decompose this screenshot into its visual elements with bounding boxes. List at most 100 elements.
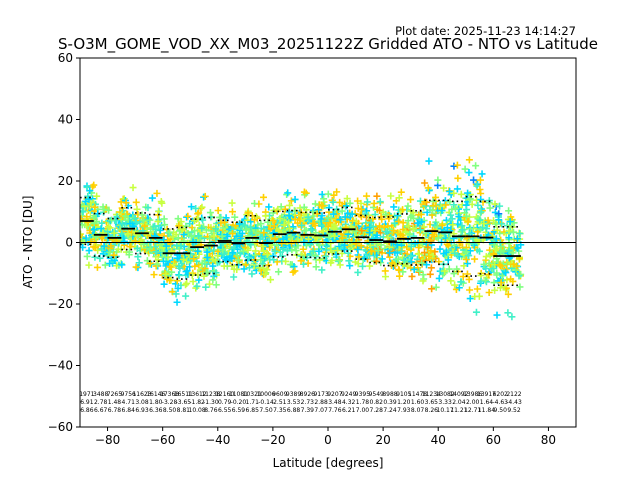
scatter-point bbox=[183, 213, 191, 221]
bin-stat-label: 1.48 bbox=[108, 399, 122, 406]
scatter-point bbox=[371, 226, 379, 234]
scatter-point bbox=[377, 259, 385, 267]
y-tick-label: 20 bbox=[58, 174, 73, 188]
bin-stat-label: 6.55 bbox=[218, 407, 232, 414]
scatter-point bbox=[180, 231, 188, 239]
scatter-point bbox=[209, 276, 217, 284]
bin-stat-label: 12.71 bbox=[464, 407, 481, 414]
scatter-point bbox=[198, 224, 206, 232]
scatter-point bbox=[421, 198, 429, 206]
scatter-point bbox=[466, 295, 474, 303]
scatter-point bbox=[366, 241, 374, 249]
scatter-point bbox=[176, 264, 184, 272]
scatter-point bbox=[388, 259, 396, 267]
scatter-point bbox=[279, 245, 287, 253]
scatter-point bbox=[463, 206, 471, 214]
scatter-point bbox=[507, 275, 515, 283]
scatter-point bbox=[463, 212, 471, 220]
scatter-point bbox=[466, 195, 474, 203]
scatter-point bbox=[495, 261, 503, 269]
scatter-point bbox=[217, 219, 225, 227]
scatter-point bbox=[409, 225, 417, 233]
scatter-point bbox=[465, 169, 473, 177]
scatter-point bbox=[287, 197, 295, 205]
scatter-point bbox=[361, 210, 369, 218]
scatter-point bbox=[436, 245, 444, 253]
bin-stat-label: 7.35 bbox=[273, 407, 287, 414]
scatter-point bbox=[514, 235, 522, 243]
scatter-point bbox=[508, 313, 516, 321]
scatter-point bbox=[165, 228, 173, 236]
scatter-point bbox=[212, 269, 220, 277]
bin-stat-label: 6.78 bbox=[108, 407, 122, 414]
scatter-point bbox=[462, 255, 470, 263]
scatter-point bbox=[319, 202, 327, 210]
bin-stat-label: 0.39 bbox=[383, 399, 397, 406]
scatter-point bbox=[242, 226, 250, 234]
scatter-point bbox=[154, 217, 162, 225]
bin-stat-label: 7.00 bbox=[356, 407, 370, 414]
y-tick-label: 40 bbox=[58, 113, 73, 127]
scatter-point bbox=[407, 196, 415, 204]
bin-stat-label: 9395 bbox=[355, 391, 370, 398]
scatter-point bbox=[267, 276, 275, 284]
bin-stat-label: 9.50 bbox=[494, 407, 508, 414]
bin-stat-label: 9105 bbox=[396, 391, 411, 398]
bin-stat-label: 1.60 bbox=[411, 399, 425, 406]
scatter-point bbox=[458, 226, 466, 234]
scatter-point bbox=[486, 204, 494, 212]
scatter-point bbox=[466, 247, 474, 255]
scatter-point bbox=[191, 227, 199, 235]
scatter-point bbox=[442, 216, 450, 224]
scatter-point bbox=[397, 188, 405, 196]
scatter-point bbox=[476, 176, 484, 184]
bin-stat-label: 8926 bbox=[300, 391, 315, 398]
bin-stat-label: 8988 bbox=[382, 391, 397, 398]
scatter-point bbox=[220, 262, 228, 270]
scatter-point bbox=[282, 257, 290, 265]
scatter-point bbox=[285, 212, 293, 220]
scatter-point bbox=[319, 227, 327, 235]
scatter-point bbox=[341, 213, 349, 221]
scatter-point bbox=[432, 193, 440, 201]
scatter-point bbox=[173, 298, 181, 306]
x-tick-label: 60 bbox=[486, 433, 501, 447]
scatter-point bbox=[132, 218, 140, 226]
scatter-point bbox=[93, 192, 101, 200]
x-axis: −80 −60 −40 −20 0 20 40 60 80 bbox=[95, 427, 556, 447]
scatter-point bbox=[480, 220, 488, 228]
scatter-point bbox=[505, 207, 513, 215]
scatter-point bbox=[231, 213, 239, 221]
scatter-point bbox=[245, 264, 253, 272]
scatter-point bbox=[357, 213, 365, 221]
scatter-point bbox=[297, 257, 305, 265]
scatter-point bbox=[228, 208, 236, 216]
y-tick-label: −60 bbox=[48, 420, 73, 434]
scatter-point bbox=[470, 176, 478, 184]
scatter-point bbox=[468, 200, 476, 208]
scatter-point bbox=[203, 248, 211, 256]
scatter-point bbox=[427, 264, 435, 272]
scatter-point bbox=[442, 201, 450, 209]
scatter-point bbox=[363, 198, 371, 206]
scatter-point bbox=[292, 247, 300, 255]
scatter-point bbox=[183, 229, 191, 237]
scatter-point bbox=[187, 232, 195, 240]
scatter-point bbox=[460, 262, 468, 270]
scatter-point bbox=[457, 278, 465, 286]
scatter-point bbox=[313, 210, 321, 218]
scatter-point bbox=[110, 229, 118, 237]
scatter-point bbox=[326, 219, 334, 227]
scatter-point bbox=[395, 266, 403, 274]
scatter-point bbox=[399, 233, 407, 241]
scatter-point bbox=[101, 261, 109, 269]
scatter-point bbox=[140, 240, 148, 248]
scatter-point bbox=[476, 247, 484, 255]
scatter-point bbox=[315, 247, 323, 255]
bin-stat-label: 11.21 bbox=[450, 407, 467, 414]
scatter-point bbox=[214, 252, 222, 260]
scatter-point bbox=[291, 267, 299, 275]
bin-stat-label: -3.65 bbox=[176, 399, 192, 406]
scatter-point bbox=[248, 212, 256, 220]
scatter-point bbox=[459, 273, 467, 281]
